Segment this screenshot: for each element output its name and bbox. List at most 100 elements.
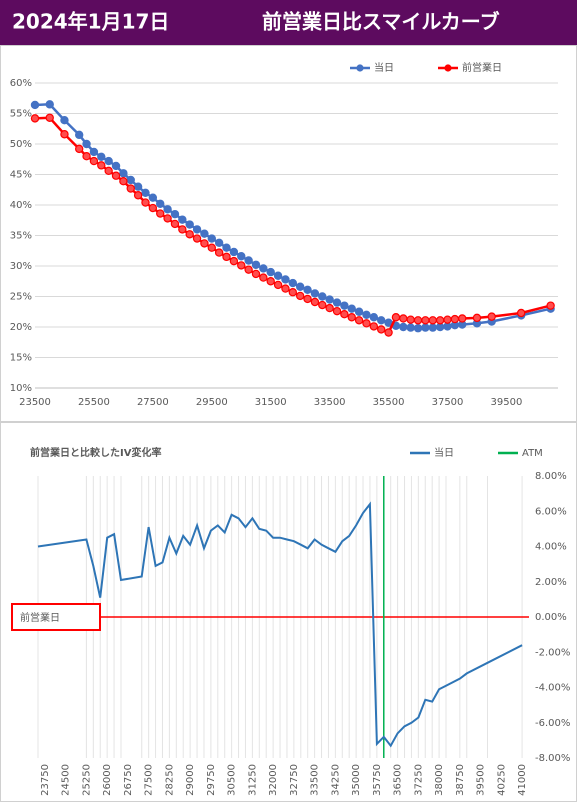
point: [89, 156, 99, 166]
point: [133, 191, 143, 200]
point: [244, 265, 253, 274]
point: [185, 220, 194, 229]
point: [259, 264, 268, 273]
point: [126, 175, 135, 185]
point: [288, 278, 298, 288]
point: [156, 199, 165, 208]
point: [45, 113, 54, 122]
point: [207, 234, 216, 243]
reference-label: 前営業日: [20, 611, 60, 624]
point: [178, 215, 187, 224]
x-tick-label: 28250: [164, 764, 175, 796]
point: [406, 323, 415, 332]
point: [295, 282, 305, 291]
point: [516, 308, 526, 318]
point: [214, 248, 224, 257]
y-tick-label: 8.00%: [535, 471, 567, 482]
x-tick-label: 31250: [247, 764, 258, 796]
x-tick-label: 41000: [517, 764, 528, 796]
point: [192, 225, 202, 234]
legend-label: ATM: [522, 448, 543, 459]
point: [119, 169, 128, 178]
legend-label: 当日: [434, 446, 454, 459]
point: [421, 323, 430, 332]
point: [347, 313, 356, 322]
point: [332, 298, 342, 307]
series-line: [37, 501, 523, 748]
x-tick-label: 35750: [372, 764, 383, 796]
x-tick-label: 35500: [373, 397, 405, 408]
point: [97, 161, 106, 170]
x-tick-label: 34250: [330, 764, 341, 796]
point: [310, 297, 320, 307]
point: [141, 198, 150, 207]
x-tick-label: 24500: [61, 764, 72, 796]
x-tick-label: 38000: [434, 764, 445, 796]
point: [472, 313, 482, 323]
x-tick-label: 39500: [491, 397, 523, 408]
y-tick-label: 30%: [10, 261, 32, 272]
x-tick-label: 23750: [40, 764, 51, 796]
point: [237, 252, 246, 261]
point: [391, 313, 401, 322]
point: [104, 166, 113, 176]
point: [325, 295, 334, 304]
point: [89, 147, 99, 157]
point: [273, 280, 283, 290]
point: [251, 260, 261, 269]
x-tick-label: 32000: [268, 764, 279, 796]
point: [332, 306, 342, 316]
header-title: 前営業日比スマイルカーブ: [262, 10, 500, 34]
point: [340, 309, 349, 319]
x-tick-label: 36500: [393, 764, 404, 796]
y-tick-label: 50%: [10, 139, 32, 150]
y-tick-label: -2.00%: [535, 647, 570, 658]
point: [266, 277, 275, 286]
point: [377, 325, 386, 334]
point: [82, 151, 91, 161]
point: [251, 269, 261, 279]
point: [354, 307, 364, 316]
point: [310, 289, 320, 298]
point: [170, 219, 180, 229]
header-date: 2024年1月17日: [12, 10, 169, 34]
point: [303, 285, 312, 294]
point: [45, 100, 54, 109]
point: [384, 328, 393, 337]
point: [244, 256, 253, 265]
point: [281, 284, 290, 293]
point: [266, 267, 275, 277]
legend-marker: [356, 64, 364, 72]
x-tick-label: 23500: [19, 397, 51, 408]
legend-label: 当日: [374, 61, 394, 74]
point: [546, 301, 555, 310]
point: [458, 314, 467, 323]
point: [82, 139, 91, 149]
point: [185, 230, 194, 239]
y-tick-label: 55%: [10, 109, 32, 120]
point: [214, 238, 224, 248]
x-tick-label: 29750: [206, 764, 217, 796]
point: [148, 193, 158, 202]
point: [126, 184, 135, 193]
point: [288, 288, 298, 297]
x-tick-label: 30500: [227, 764, 238, 796]
x-tick-label: 37500: [432, 397, 464, 408]
point: [200, 229, 209, 238]
point: [178, 225, 187, 234]
x-tick-label: 32750: [289, 764, 300, 796]
point: [325, 303, 334, 313]
point: [97, 152, 106, 162]
point: [163, 205, 172, 214]
x-tick-label: 25500: [78, 397, 110, 408]
point: [60, 130, 69, 139]
x-tick-label: 29000: [185, 764, 196, 796]
point: [133, 182, 143, 191]
point: [443, 315, 452, 324]
y-tick-label: 2.00%: [535, 577, 567, 588]
x-tick-label: 33500: [310, 764, 321, 796]
point: [413, 324, 423, 333]
point: [273, 271, 283, 280]
